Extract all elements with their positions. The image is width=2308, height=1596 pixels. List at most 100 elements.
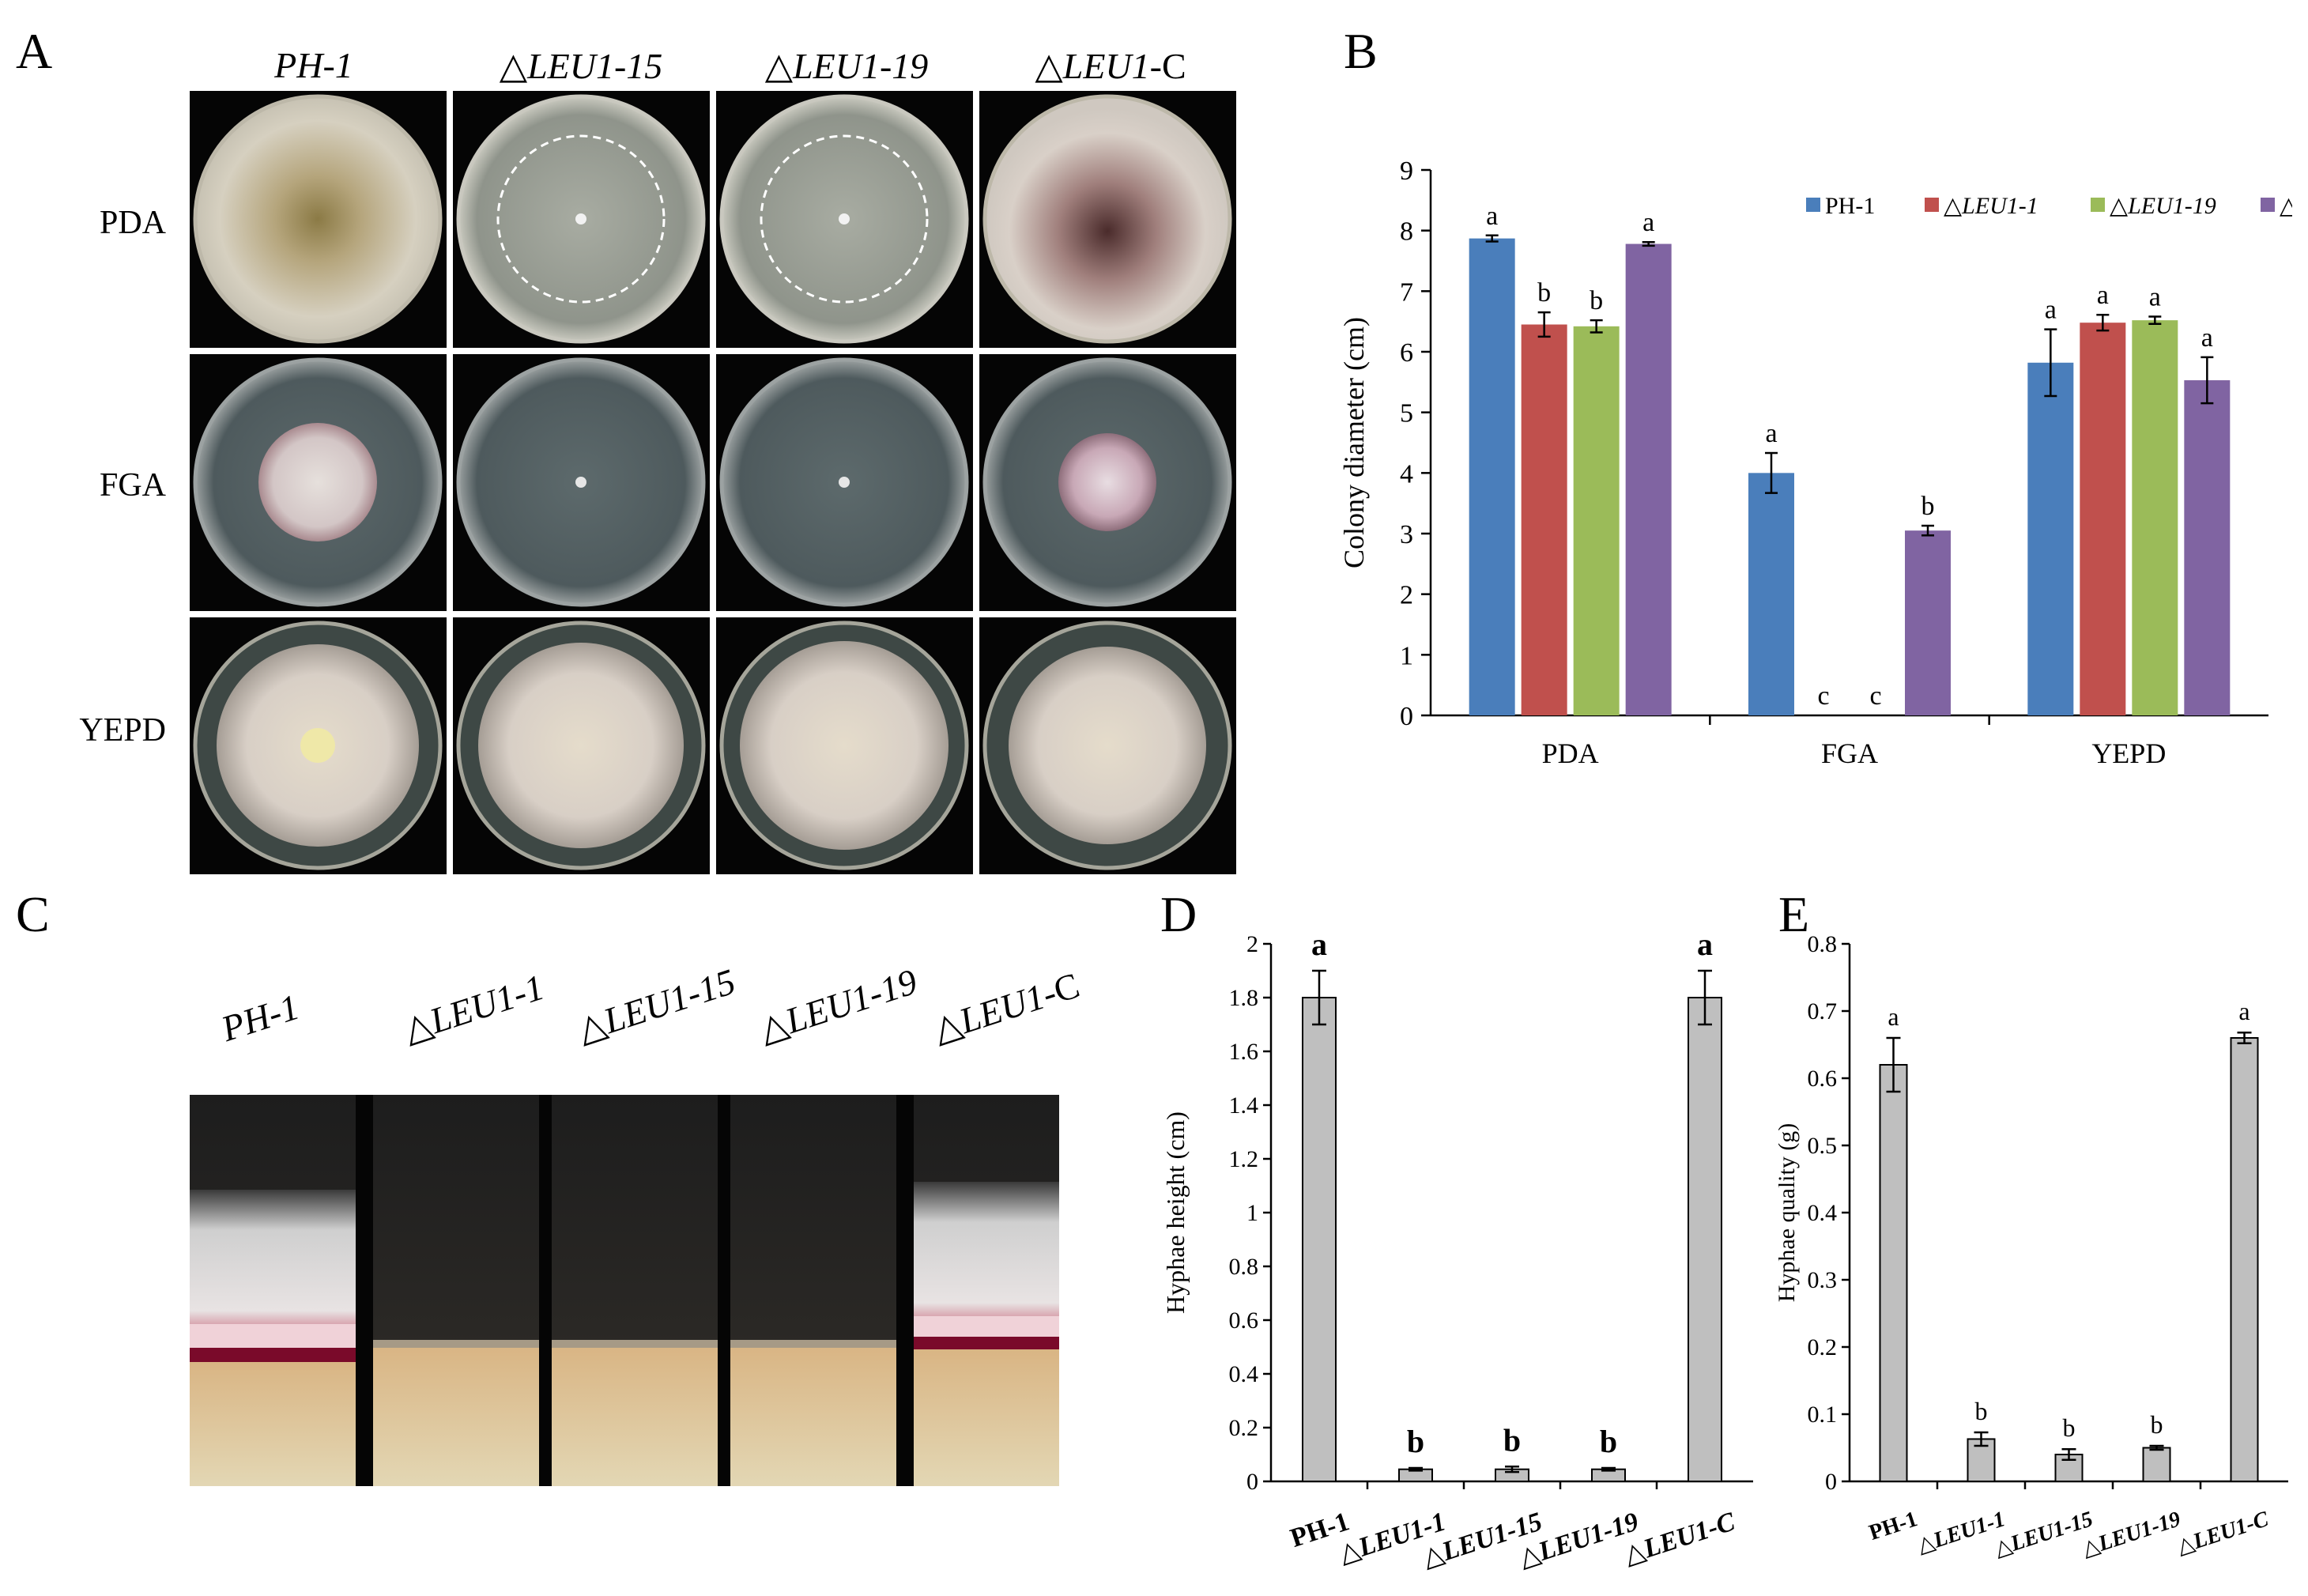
x-tick-label: PDA [1542,738,1599,769]
bar [1905,530,1951,715]
y-tick-label: 0.1 [1808,1402,1838,1428]
y-tick-label: 1.4 [1229,1092,1259,1119]
legend-swatch [2261,198,2275,212]
tube-label-leu1-1: △LEU1-1 [398,966,549,1051]
tube-label-leu1-c: △LEU1-C [927,964,1084,1051]
significance-letter: a [2149,283,2161,312]
row-label-fga: FGA [99,467,166,504]
x-tick-label: FGA [1821,738,1878,769]
significance-letter: a [2097,281,2109,310]
legend-swatch [1806,198,1820,212]
bar [1748,473,1794,715]
column-label-leu1-19: △LEU1-19 [764,46,929,86]
panel-letter-d: D [1160,886,1197,942]
bar [2027,362,2074,715]
significance-letter: b [1921,492,1935,521]
legend-label: △LEU1-1 [1944,193,2038,219]
y-tick-label: 0.2 [1808,1334,1838,1360]
tube-label-leu1-19: △LEU1-19 [753,960,922,1051]
significance-letter: b [1537,278,1551,308]
y-tick-label: 7 [1400,277,1413,307]
row-label-pda: PDA [99,205,166,241]
legend-swatch [1925,198,1939,212]
x-tick-label: YEPD [2091,738,2166,769]
y-tick-label: 5 [1400,399,1413,428]
y-tick-label: 9 [1400,157,1413,186]
significance-letter: a [1311,926,1327,962]
bar [1302,997,1337,1482]
panel-letter-b: B [1344,23,1378,79]
significance-letter: b [1407,1424,1424,1459]
legend-label: △LEU1-19 [2110,193,2216,219]
y-tick-label: 0.8 [1808,931,1838,957]
column-label-leu1-15: △LEU1-15 [499,46,663,86]
legend-label: PH-1 [1825,193,1875,219]
significance-letter: a [2238,997,2250,1025]
panel-letter-a: A [16,23,53,79]
column-label-leu1-c: △LEU1-C [1035,46,1186,86]
tube-label-leu1-15: △LEU1-15 [571,960,741,1051]
y-tick-label: 1.2 [1229,1146,1259,1172]
bar [1879,1064,1908,1482]
significance-letter: b [1975,1397,1988,1425]
significance-letter: a [2045,296,2057,325]
x-tick-label: △LEU1-C [1620,1507,1739,1570]
bar [1688,997,1722,1482]
significance-letter: c [1869,681,1881,711]
y-tick-label: 2 [1400,581,1413,610]
legend-swatch [2091,198,2105,212]
y-tick-label: 0.6 [1229,1307,1259,1334]
tube-photo [190,1095,1059,1486]
y-tick-label: 1 [1246,1200,1258,1226]
y-tick-label: 0.4 [1229,1361,1259,1387]
bar [2080,323,2126,715]
chart-d-hyphae-height: 0 0.2 0.4 0.6 0.8 1 1.2 1.4 1.6 1.8 2 Hyphae height… [1161,926,1753,1573]
significance-letter: b [2151,1410,2163,1439]
bar [1521,324,1567,715]
x-tick-label: △LEU1-C [2174,1507,2272,1560]
significance-letter: a [1642,208,1654,237]
significance-letter: c [1817,681,1829,711]
y-tick-label: 0.6 [1808,1066,1838,1092]
significance-letter: b [2063,1413,2076,1442]
significance-letter: a [2201,323,2213,353]
significance-letter: a [1697,926,1713,962]
y-tick-label: 3 [1400,520,1413,549]
significance-letter: b [1503,1422,1521,1458]
row-label-yepd: YEPD [79,712,166,749]
y-tick-label: 0.2 [1229,1415,1259,1441]
chart-b-colony-diameter: 0 1 2 3 4 5 6 7 8 9 Colony diameter (cm) PDA a b b a FGA… [1338,157,2292,769]
significance-letter: b [1590,286,1603,315]
chart-e-hyphae-quality: 0 0.1 0.2 0.3 0.4 0.5 0.6 0.7 0.8 Hyphae quality … [1778,931,2288,1561]
legend-label: △LEU1-C [2280,193,2292,219]
y-tick-label: 0 [1246,1469,1258,1495]
bar [1625,243,1672,715]
x-tick-label: PH-1 [1866,1507,1921,1545]
plate-grid [190,91,1236,874]
bar [2132,320,2178,715]
y-tick-label: 0.8 [1229,1254,1259,1280]
significance-letter: a [1765,419,1777,448]
bar [1573,326,1620,715]
x-tick-label: △LEU1-1 [1914,1507,2008,1558]
y-axis-label: Hyphae height (cm) [1161,1111,1190,1314]
y-tick-label: 1.8 [1229,985,1259,1011]
panel-letter-e: E [1778,886,1810,942]
panel-letter-c: C [16,886,50,942]
significance-letter: a [1888,1002,1899,1031]
y-tick-label: 0.3 [1808,1267,1838,1293]
bar [2184,380,2231,715]
bar [1469,238,1515,716]
column-label-ph1: PH-1 [274,45,353,85]
y-tick-label: 2 [1246,931,1258,957]
y-tick-label: 6 [1400,338,1413,368]
y-tick-label: 8 [1400,217,1413,247]
bar [2142,1447,2171,1482]
significance-letter: a [1486,202,1498,231]
bar [2230,1037,2259,1482]
y-tick-label: 0.4 [1808,1200,1838,1226]
y-tick-label: 0.7 [1808,998,1838,1024]
x-tick-label: △LEU1-19 [2080,1507,2184,1561]
y-axis-label: Colony diameter (cm) [1338,317,1370,568]
y-tick-label: 1.6 [1229,1039,1259,1065]
